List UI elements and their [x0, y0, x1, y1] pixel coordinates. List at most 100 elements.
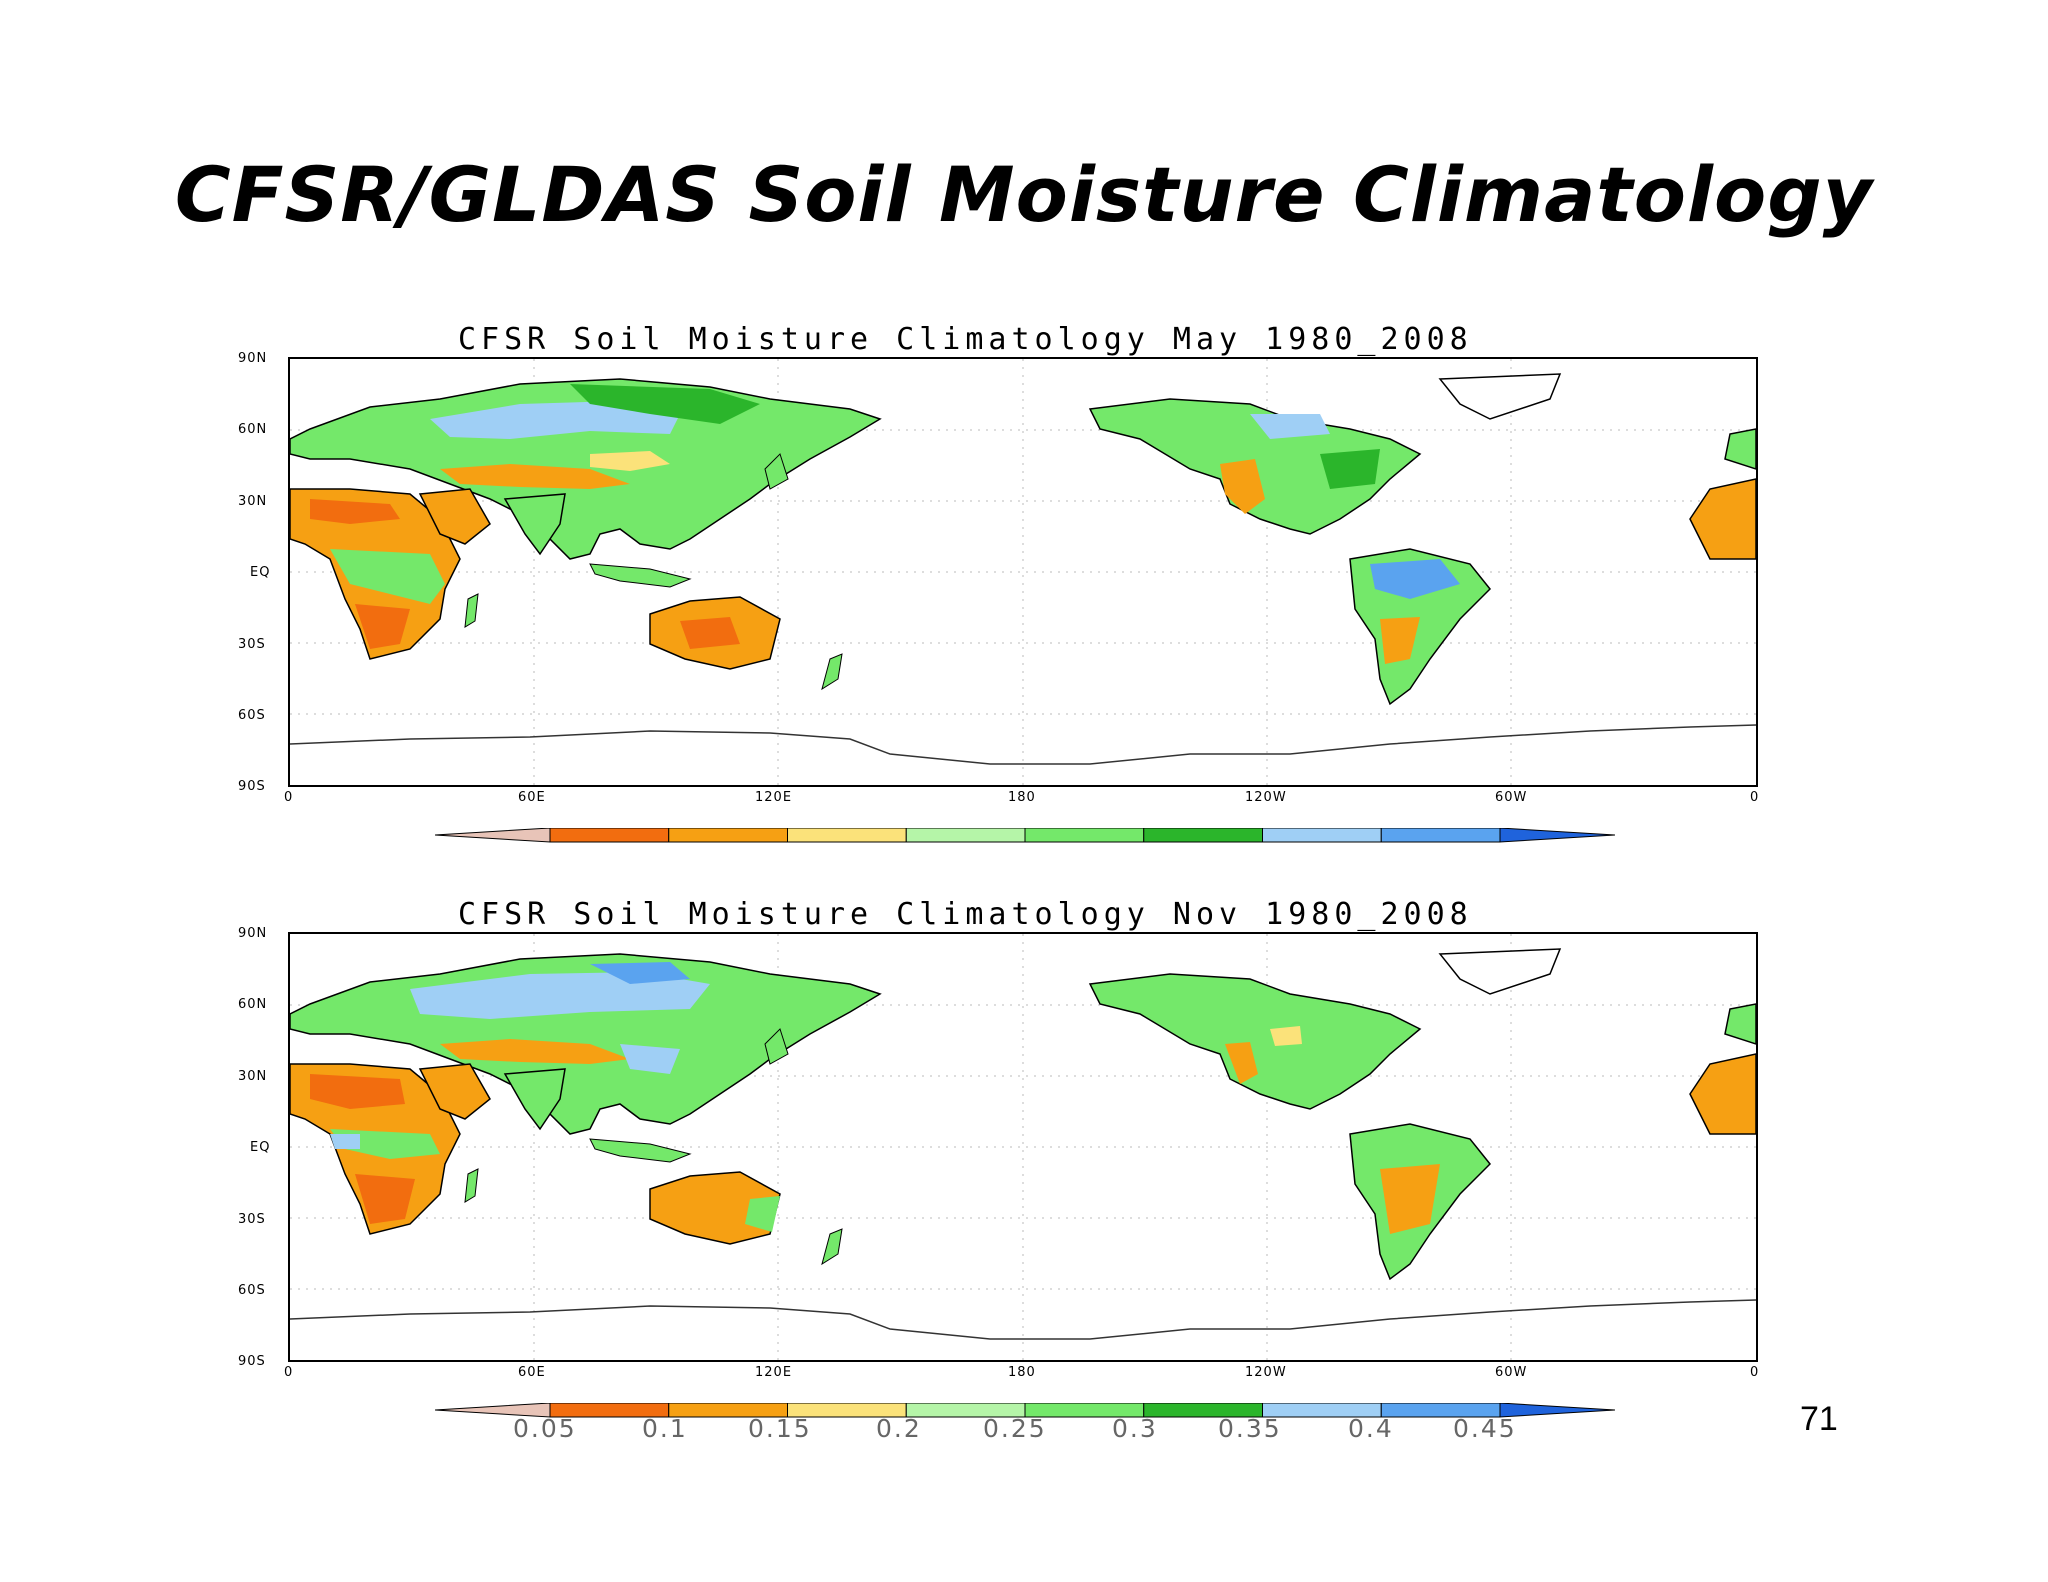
greenland-land: [1438, 948, 1562, 995]
lat-label: 60N: [238, 997, 268, 1012]
arabia-land: [418, 1063, 491, 1120]
asia-green: [570, 384, 760, 424]
india-land: [503, 493, 566, 556]
lat-label: 30S: [238, 637, 266, 652]
lon-label: 0: [1750, 790, 1760, 805]
map-title-nov: CFSR Soil Moisture Climatology Nov 1980_…: [458, 897, 1473, 932]
colorbar-label: 0.1: [642, 1414, 688, 1443]
indonesia: [589, 1138, 692, 1163]
colorbar-high-arrow: [1499, 1403, 1615, 1418]
kalahari-dry: [355, 604, 410, 649]
colorbar-label: 0.15: [748, 1414, 812, 1443]
map-panel-may: [288, 357, 1758, 787]
colorbar-nov: [435, 1403, 1615, 1418]
na-dry-west: [1220, 459, 1265, 514]
colorbar-segment: [668, 828, 788, 843]
colorbar-low-arrow: [435, 828, 551, 843]
colorbar-label: 0.35: [1218, 1414, 1282, 1443]
lat-label: 60S: [238, 1283, 266, 1298]
mongolia-yellow: [590, 451, 670, 471]
lon-label: 60E: [518, 790, 546, 805]
colorbar-label: 0.45: [1453, 1414, 1517, 1443]
australia-interior: [680, 617, 740, 649]
colorbar-label: 0.05: [513, 1414, 577, 1443]
new-zealand: [821, 1228, 843, 1266]
colorbar-label: 0.4: [1348, 1414, 1394, 1443]
lat-label: 90S: [238, 779, 266, 794]
india-land: [503, 1068, 566, 1131]
na-plains: [1270, 1026, 1302, 1046]
lon-label: 60W: [1495, 790, 1528, 805]
slide-title: CFSR/GLDAS Soil Moisture Climatology: [174, 150, 1874, 239]
congo-wet: [330, 1134, 360, 1149]
colorbar-segment: [1262, 828, 1382, 843]
japan: [764, 1028, 789, 1065]
africa-tropics: [330, 549, 445, 604]
lat-label: 90S: [238, 1354, 266, 1369]
lat-label: EQ: [250, 565, 271, 580]
colorbar-may: [435, 828, 1615, 843]
page-number: 71: [1800, 1400, 1838, 1438]
lon-label: 60W: [1495, 1365, 1528, 1380]
lon-label: 60E: [518, 1365, 546, 1380]
pampas-dry: [1380, 617, 1420, 664]
lat-label: 30N: [238, 1069, 268, 1084]
lon-label: 0: [284, 1365, 294, 1380]
map-title-may: CFSR Soil Moisture Climatology May 1980_…: [458, 322, 1473, 357]
indonesia: [589, 563, 692, 588]
hudson-wet: [1250, 414, 1330, 439]
arabia-land: [418, 488, 491, 545]
siberia-wet: [430, 401, 680, 439]
world-map-may: [290, 359, 1756, 785]
central-asia-dry: [440, 464, 630, 489]
siberia-wet: [410, 972, 710, 1019]
lon-label: 120E: [755, 790, 793, 805]
colorbar-segment: [549, 828, 670, 843]
lon-label: 180: [1008, 790, 1036, 805]
colorbar-segment: [1380, 828, 1501, 843]
lat-label: EQ: [250, 1140, 271, 1155]
japan: [764, 453, 789, 490]
na-west-dry: [1225, 1042, 1258, 1084]
na-east-wet: [1320, 449, 1380, 489]
world-map-nov: [290, 934, 1756, 1360]
southern-africa-dry: [355, 1174, 415, 1224]
australia-east: [745, 1196, 780, 1232]
sahara-dry: [310, 499, 400, 524]
amazon-wet: [1370, 559, 1460, 599]
sahara-dry: [310, 1074, 405, 1109]
lat-label: 60N: [238, 422, 268, 437]
australia-land: [649, 1171, 781, 1245]
antarctica-coast: [290, 1299, 1756, 1340]
colorbar-segment: [787, 828, 907, 843]
west-africa-edge: [1689, 1053, 1756, 1135]
north-america-land: [1088, 973, 1422, 1110]
lon-label: 120W: [1245, 790, 1287, 805]
iberia-edge: [1724, 1003, 1756, 1045]
colorbar-segment: [1143, 828, 1263, 843]
lon-label: 120W: [1245, 1365, 1287, 1380]
iberia-edge: [1724, 428, 1756, 470]
asia-wet: [590, 962, 690, 984]
lat-label: 60S: [238, 708, 266, 723]
madagascar: [464, 593, 479, 628]
colorbar-label: 0.2: [876, 1414, 922, 1443]
colorbar-segment: [1024, 828, 1145, 843]
colorbar-label: 0.3: [1112, 1414, 1158, 1443]
map-panel-nov: [288, 932, 1758, 1362]
lat-label: 90N: [238, 926, 268, 941]
colorbar-high-arrow: [1499, 828, 1615, 843]
lat-label: 90N: [238, 351, 268, 366]
new-zealand: [821, 653, 843, 691]
colorbar-segment: [905, 828, 1026, 843]
west-africa-edge: [1689, 478, 1756, 560]
colorbar-label: 0.25: [983, 1414, 1047, 1443]
lon-label: 0: [1750, 1365, 1760, 1380]
sa-central-dry: [1380, 1164, 1440, 1234]
madagascar: [464, 1168, 479, 1203]
greenland-land: [1438, 373, 1562, 420]
lon-label: 180: [1008, 1365, 1036, 1380]
lat-label: 30S: [238, 1212, 266, 1227]
lat-label: 30N: [238, 494, 268, 509]
antarctica-coast: [290, 724, 1756, 765]
